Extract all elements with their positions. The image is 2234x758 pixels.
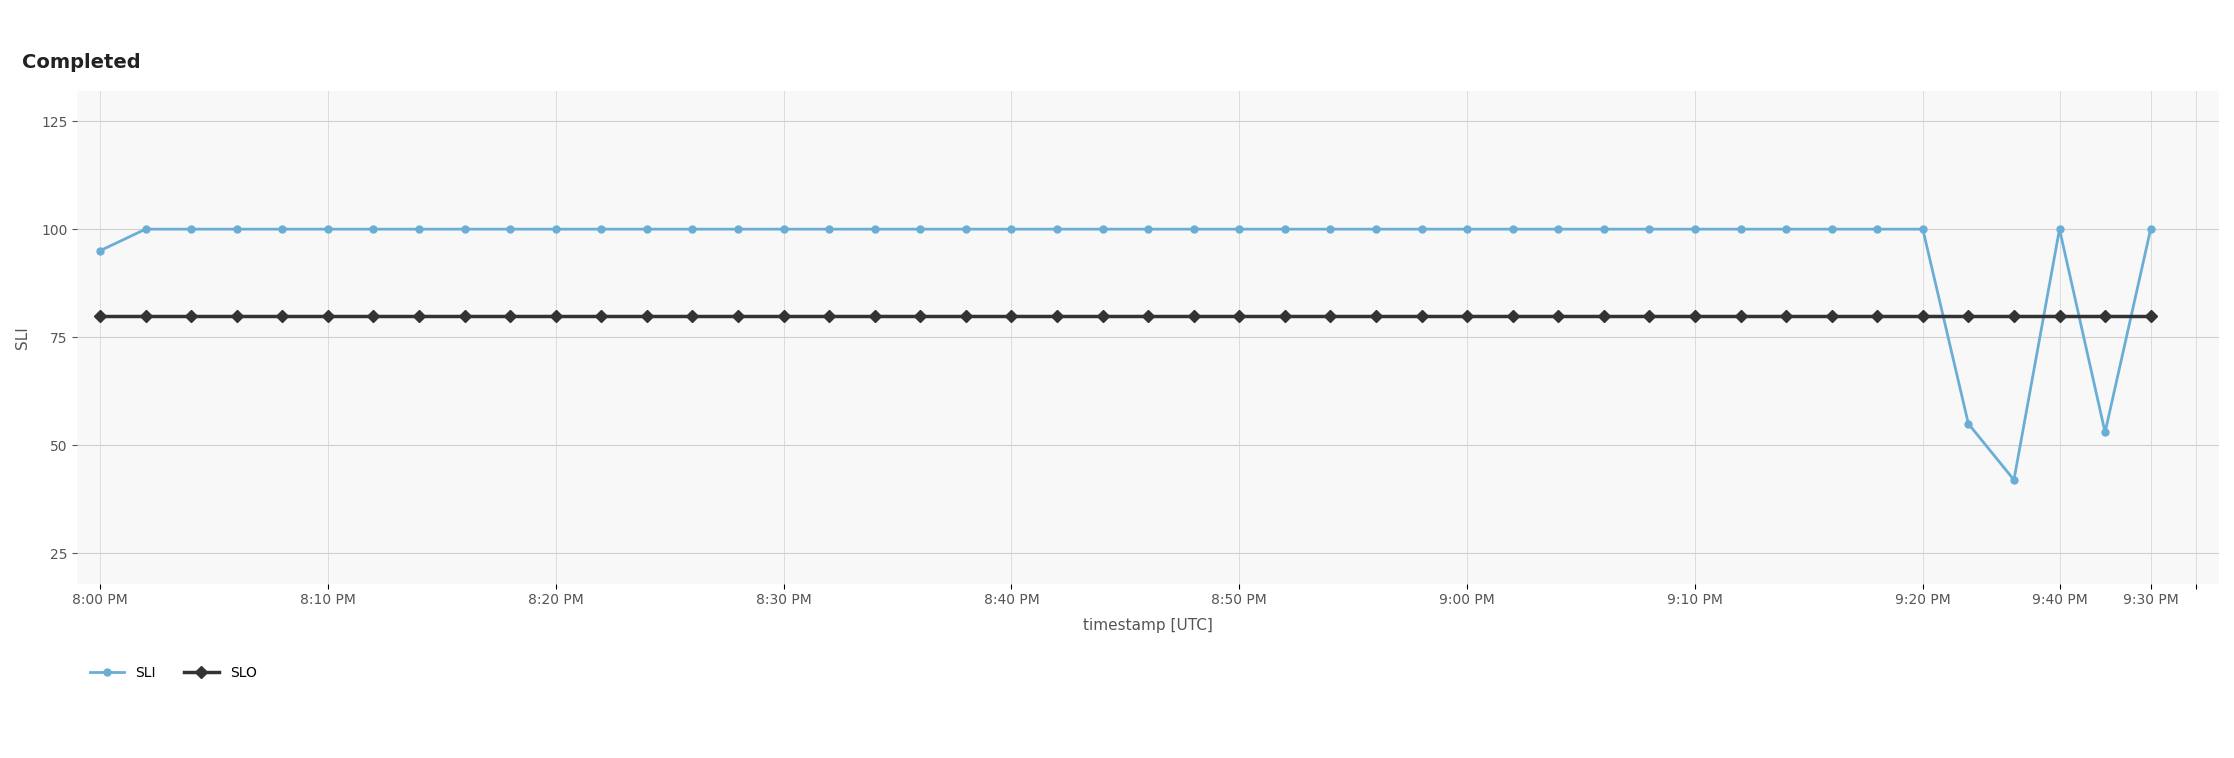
SLO: [360, 311, 386, 320]
SLI: [543, 224, 570, 233]
SLI: [1090, 224, 1117, 233]
SLO: [223, 311, 250, 320]
SLO: [1682, 311, 1709, 320]
SLI: [179, 224, 206, 233]
SLO: [2091, 311, 2118, 320]
SLO: [496, 311, 523, 320]
SLO: [1090, 311, 1117, 320]
SLI: [1910, 224, 1937, 233]
SLI: [1407, 224, 1434, 233]
SLO: [268, 311, 295, 320]
SLI: [1955, 419, 1982, 428]
SLO: [999, 311, 1025, 320]
SLO: [2046, 311, 2073, 320]
SLO: [1226, 311, 1253, 320]
Legend: SLI, SLO: SLI, SLO: [85, 660, 261, 685]
SLI: [223, 224, 250, 233]
SLI: [1363, 224, 1390, 233]
SLI: [634, 224, 661, 233]
SLI: [588, 224, 614, 233]
SLO: [862, 311, 889, 320]
SLI: [1226, 224, 1253, 233]
SLI: [815, 224, 842, 233]
SLO: [771, 311, 798, 320]
SLO: [1546, 311, 1573, 320]
SLO: [87, 311, 114, 320]
SLI: [907, 224, 934, 233]
SLO: [724, 311, 751, 320]
SLI: [1635, 224, 1662, 233]
SLO: [634, 311, 661, 320]
Line: SLI: SLI: [96, 226, 2154, 484]
SLO: [588, 311, 614, 320]
SLO: [1135, 311, 1162, 320]
SLI: [496, 224, 523, 233]
SLI: [132, 224, 159, 233]
SLO: [1271, 311, 1298, 320]
SLI: [771, 224, 798, 233]
Y-axis label: SLI: SLI: [16, 326, 29, 349]
SLO: [1818, 311, 1845, 320]
SLI: [360, 224, 386, 233]
SLO: [1180, 311, 1206, 320]
SLO: [2138, 311, 2165, 320]
SLO: [1999, 311, 2026, 320]
SLO: [132, 311, 159, 320]
SLO: [1454, 311, 1481, 320]
SLI: [2091, 428, 2118, 437]
SLI: [1043, 224, 1070, 233]
SLO: [1363, 311, 1390, 320]
SLI: [1546, 224, 1573, 233]
Text: Completed: Completed: [22, 53, 141, 72]
SLI: [1499, 224, 1526, 233]
SLI: [999, 224, 1025, 233]
SLO: [407, 311, 433, 320]
SLI: [315, 224, 342, 233]
SLI: [1999, 475, 2026, 484]
SLI: [862, 224, 889, 233]
SLO: [1407, 311, 1434, 320]
SLO: [179, 311, 206, 320]
SLO: [1499, 311, 1526, 320]
SLI: [724, 224, 751, 233]
SLO: [815, 311, 842, 320]
SLI: [952, 224, 978, 233]
SLI: [1180, 224, 1206, 233]
SLI: [679, 224, 706, 233]
SLO: [1774, 311, 1801, 320]
SLI: [1774, 224, 1801, 233]
SLI: [2138, 224, 2165, 233]
SLO: [1910, 311, 1937, 320]
SLO: [1727, 311, 1754, 320]
SLO: [315, 311, 342, 320]
Line: SLO: SLO: [96, 312, 2156, 320]
SLI: [87, 246, 114, 255]
SLI: [1318, 224, 1345, 233]
SLI: [2046, 224, 2073, 233]
SLO: [1863, 311, 1890, 320]
SLI: [1727, 224, 1754, 233]
SLO: [679, 311, 706, 320]
SLO: [1955, 311, 1982, 320]
SLO: [1635, 311, 1662, 320]
SLO: [952, 311, 978, 320]
SLO: [907, 311, 934, 320]
SLI: [1591, 224, 1617, 233]
SLI: [407, 224, 433, 233]
SLI: [1271, 224, 1298, 233]
SLO: [451, 311, 478, 320]
SLI: [1682, 224, 1709, 233]
SLI: [1818, 224, 1845, 233]
SLI: [451, 224, 478, 233]
SLO: [543, 311, 570, 320]
SLI: [268, 224, 295, 233]
SLO: [1318, 311, 1345, 320]
SLO: [1043, 311, 1070, 320]
X-axis label: timestamp [UTC]: timestamp [UTC]: [1083, 619, 1213, 634]
SLO: [1591, 311, 1617, 320]
SLI: [1863, 224, 1890, 233]
SLI: [1135, 224, 1162, 233]
SLI: [1454, 224, 1481, 233]
